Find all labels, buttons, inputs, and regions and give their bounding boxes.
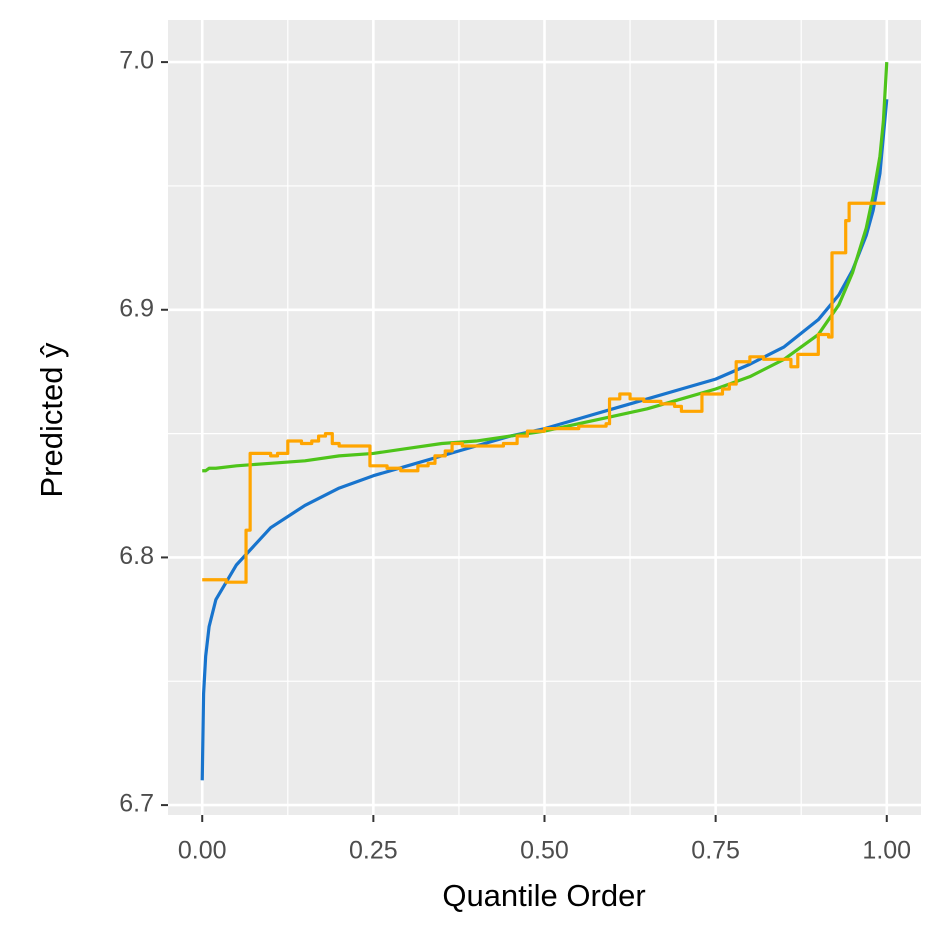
y-tick-label: 7.0 xyxy=(119,47,154,75)
y-tick-label: 6.7 xyxy=(119,790,154,818)
x-tick-label: 1.00 xyxy=(862,837,911,865)
y-tick-label: 6.9 xyxy=(119,294,154,322)
x-axis-title: Quantile Order xyxy=(442,878,645,913)
x-tick-label: 0.75 xyxy=(691,837,740,865)
y-tick-label: 6.8 xyxy=(119,542,154,570)
y-axis-title: Predicted ŷ xyxy=(34,342,69,498)
line-series xyxy=(202,201,886,584)
x-tick-label: 0.25 xyxy=(349,837,398,865)
x-tick-label: 0.50 xyxy=(520,837,569,865)
x-tick-label: 0.00 xyxy=(178,837,227,865)
